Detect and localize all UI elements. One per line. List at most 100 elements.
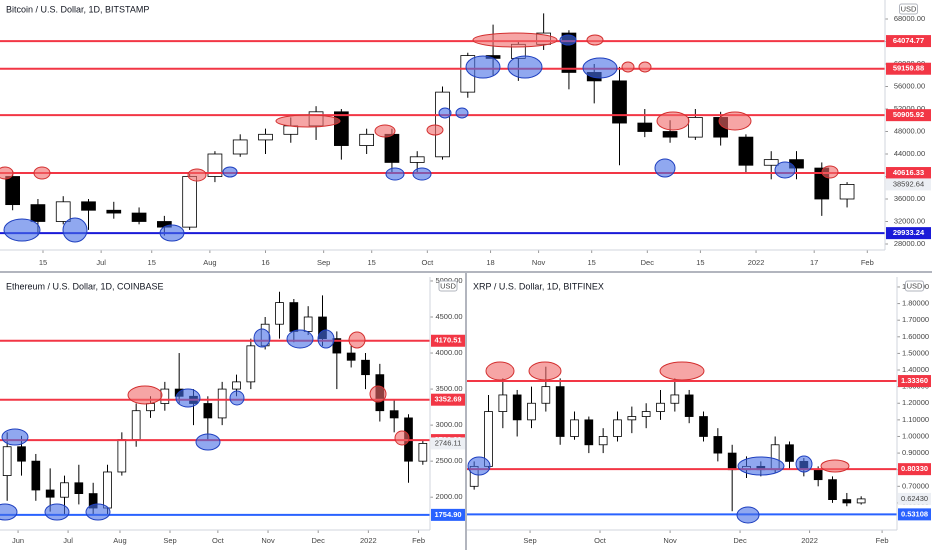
x-tick-label: Nov bbox=[261, 536, 275, 545]
highlight bbox=[127, 385, 163, 405]
candle-body bbox=[484, 411, 493, 467]
highlight bbox=[0, 503, 18, 521]
level-label: 40616.33 bbox=[893, 168, 924, 177]
candle-body bbox=[361, 359, 370, 376]
annotations bbox=[0, 32, 850, 524]
y-tick-label: 48000.00 bbox=[894, 126, 925, 135]
candle-body bbox=[656, 402, 665, 412]
candle-body bbox=[103, 471, 112, 509]
highlight bbox=[438, 107, 452, 119]
candle-body bbox=[232, 381, 241, 390]
last-price-tag bbox=[431, 437, 465, 450]
level-label: 3352.69 bbox=[434, 395, 461, 404]
y-tick-label: 52000.00 bbox=[894, 104, 925, 113]
candle-body bbox=[384, 133, 400, 163]
x-tick-label: Jun bbox=[12, 536, 24, 545]
candle-body bbox=[275, 302, 284, 325]
y-tick-label: 2500.00 bbox=[435, 456, 462, 465]
x-tick-label: 2022 bbox=[748, 258, 765, 267]
y-tick-label: 1.70000 bbox=[902, 315, 929, 324]
candle-body bbox=[409, 156, 425, 163]
highlight bbox=[44, 503, 70, 521]
currency-box bbox=[905, 280, 924, 292]
highlight bbox=[62, 217, 88, 243]
x-tick-label: Jul bbox=[96, 258, 106, 267]
highlight bbox=[275, 114, 341, 128]
last-price-label: 2746.11 bbox=[435, 438, 462, 447]
highlight bbox=[317, 329, 335, 349]
highlight bbox=[638, 61, 652, 73]
candle-body bbox=[55, 201, 71, 222]
candle-body bbox=[662, 131, 678, 138]
x-tick-label: Feb bbox=[861, 258, 874, 267]
candle-body bbox=[2, 446, 12, 476]
candle-body bbox=[334, 111, 349, 146]
candle-body bbox=[763, 159, 779, 166]
x-tick-label: 17 bbox=[810, 258, 818, 267]
candle-body bbox=[30, 204, 46, 222]
candle-body bbox=[17, 446, 26, 462]
x-tick-label: 18 bbox=[486, 258, 494, 267]
x-tick-label: Jul bbox=[63, 536, 73, 545]
y-tick-label: 2000.00 bbox=[435, 492, 462, 501]
level-label: 59159.88 bbox=[893, 64, 924, 73]
highlight bbox=[394, 430, 410, 446]
x-tick-label: 2022 bbox=[801, 536, 818, 545]
candle-body bbox=[283, 125, 299, 135]
candle-body bbox=[332, 338, 342, 354]
candle-body bbox=[31, 460, 41, 491]
y-tick-label: 1.60000 bbox=[902, 332, 929, 341]
level-tag bbox=[898, 375, 931, 388]
highlight bbox=[369, 385, 387, 403]
level-tag bbox=[886, 227, 931, 240]
x-tick-label: Feb bbox=[412, 536, 425, 545]
highlight bbox=[821, 165, 839, 179]
highlight bbox=[286, 329, 314, 349]
candle-body bbox=[555, 386, 565, 437]
last-price-label: 0.62430 bbox=[901, 494, 928, 503]
y-tick-label: 1.80000 bbox=[902, 299, 929, 308]
candle-body bbox=[612, 80, 627, 124]
x-tick-label: 15 bbox=[148, 258, 156, 267]
candle-body bbox=[498, 394, 508, 412]
level-tag bbox=[886, 35, 931, 48]
y-tick-label: 1.50000 bbox=[902, 348, 929, 357]
highlight bbox=[472, 32, 558, 48]
highlight bbox=[507, 55, 543, 79]
y-tick-label: 56000.00 bbox=[894, 81, 925, 90]
y-tick-label: 1.00000 bbox=[902, 431, 929, 440]
candle-body bbox=[584, 419, 594, 446]
candle-body bbox=[418, 443, 428, 462]
x-tick-label: 16 bbox=[261, 258, 269, 267]
highlight bbox=[229, 390, 245, 406]
candle-body bbox=[785, 444, 794, 462]
y-tick-label: 4500.00 bbox=[435, 312, 462, 321]
highlight bbox=[820, 459, 850, 473]
x-tick-label: Sep bbox=[317, 258, 330, 267]
highlight bbox=[0, 166, 14, 180]
candle-body bbox=[258, 133, 273, 141]
candle-body bbox=[246, 345, 256, 383]
candle-body bbox=[842, 499, 852, 504]
level-label: 4170.51 bbox=[434, 336, 461, 345]
x-tick-label: 2022 bbox=[360, 536, 377, 545]
candle-body bbox=[359, 133, 374, 146]
candle-body bbox=[713, 436, 723, 454]
y-tick-label: 1.20000 bbox=[902, 398, 929, 407]
highlight bbox=[718, 111, 752, 131]
candle-body bbox=[670, 394, 680, 404]
x-tick-label: Nov bbox=[663, 536, 677, 545]
candle-body bbox=[146, 403, 155, 412]
x-tick-label: Aug bbox=[113, 536, 126, 545]
highlight bbox=[159, 224, 185, 242]
y-tick-label: 36000.00 bbox=[894, 194, 925, 203]
highlight bbox=[656, 111, 690, 131]
candle-body bbox=[727, 452, 737, 471]
highlight bbox=[654, 158, 676, 178]
level-tag bbox=[431, 508, 465, 521]
highlight bbox=[774, 161, 796, 179]
candle-body bbox=[217, 388, 227, 419]
highlight bbox=[33, 166, 51, 180]
